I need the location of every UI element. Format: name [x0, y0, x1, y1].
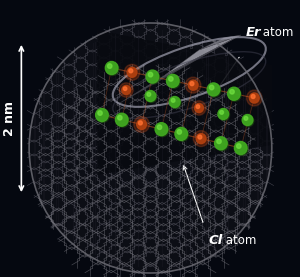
- Circle shape: [198, 135, 202, 139]
- Circle shape: [119, 83, 133, 97]
- Circle shape: [217, 139, 221, 143]
- Circle shape: [170, 98, 181, 109]
- Circle shape: [123, 87, 127, 91]
- Circle shape: [146, 70, 159, 83]
- Circle shape: [209, 85, 214, 90]
- Text: atom: atom: [259, 25, 293, 39]
- Circle shape: [244, 116, 248, 120]
- Polygon shape: [165, 35, 241, 75]
- Circle shape: [96, 109, 108, 122]
- Circle shape: [236, 142, 248, 155]
- Circle shape: [147, 71, 160, 84]
- Polygon shape: [97, 30, 272, 175]
- Circle shape: [190, 82, 194, 86]
- Circle shape: [169, 77, 173, 81]
- Circle shape: [146, 91, 157, 102]
- Circle shape: [195, 104, 203, 112]
- Circle shape: [167, 74, 179, 87]
- Circle shape: [208, 84, 221, 97]
- Circle shape: [197, 135, 207, 145]
- Text: Cl: Cl: [209, 234, 223, 247]
- Circle shape: [193, 130, 209, 147]
- Circle shape: [98, 111, 102, 115]
- Circle shape: [138, 121, 142, 125]
- Circle shape: [234, 142, 247, 155]
- Circle shape: [129, 69, 133, 73]
- Circle shape: [216, 138, 228, 151]
- Circle shape: [228, 87, 240, 100]
- Circle shape: [145, 91, 156, 101]
- Polygon shape: [141, 35, 241, 90]
- Circle shape: [247, 90, 262, 106]
- Circle shape: [156, 124, 169, 137]
- Circle shape: [229, 88, 241, 101]
- Circle shape: [251, 94, 255, 99]
- Circle shape: [188, 80, 198, 90]
- Circle shape: [134, 116, 149, 132]
- Polygon shape: [116, 35, 241, 105]
- Circle shape: [105, 61, 118, 75]
- Text: Er: Er: [246, 25, 261, 39]
- Circle shape: [171, 98, 175, 102]
- Circle shape: [147, 93, 151, 96]
- Circle shape: [137, 119, 146, 129]
- Circle shape: [214, 137, 227, 150]
- Circle shape: [237, 144, 241, 148]
- Circle shape: [250, 93, 259, 103]
- Circle shape: [29, 23, 272, 273]
- Circle shape: [196, 105, 200, 109]
- Circle shape: [185, 77, 201, 93]
- Circle shape: [123, 86, 131, 96]
- Circle shape: [175, 127, 188, 140]
- Circle shape: [116, 113, 128, 126]
- Circle shape: [218, 109, 229, 119]
- Circle shape: [157, 125, 162, 129]
- Circle shape: [177, 130, 182, 134]
- Circle shape: [118, 116, 122, 120]
- Circle shape: [250, 94, 260, 104]
- Circle shape: [122, 86, 130, 94]
- Polygon shape: [199, 35, 241, 50]
- Circle shape: [127, 67, 137, 77]
- Circle shape: [220, 111, 224, 114]
- Circle shape: [230, 89, 234, 94]
- Circle shape: [243, 116, 254, 127]
- Circle shape: [116, 114, 129, 127]
- Circle shape: [169, 96, 180, 107]
- Circle shape: [155, 123, 168, 136]
- Circle shape: [176, 128, 188, 141]
- Circle shape: [242, 114, 253, 125]
- Circle shape: [124, 64, 140, 80]
- Text: atom: atom: [222, 234, 257, 247]
- Circle shape: [219, 109, 230, 120]
- Text: 2 nm: 2 nm: [3, 101, 16, 136]
- Circle shape: [207, 83, 220, 96]
- Circle shape: [192, 101, 206, 115]
- Circle shape: [97, 109, 109, 122]
- Circle shape: [189, 81, 199, 91]
- Circle shape: [106, 63, 119, 76]
- Circle shape: [196, 134, 206, 143]
- Circle shape: [196, 104, 204, 114]
- Circle shape: [148, 72, 153, 77]
- Circle shape: [128, 68, 138, 78]
- Circle shape: [167, 75, 180, 88]
- Circle shape: [138, 120, 147, 130]
- Circle shape: [107, 64, 112, 68]
